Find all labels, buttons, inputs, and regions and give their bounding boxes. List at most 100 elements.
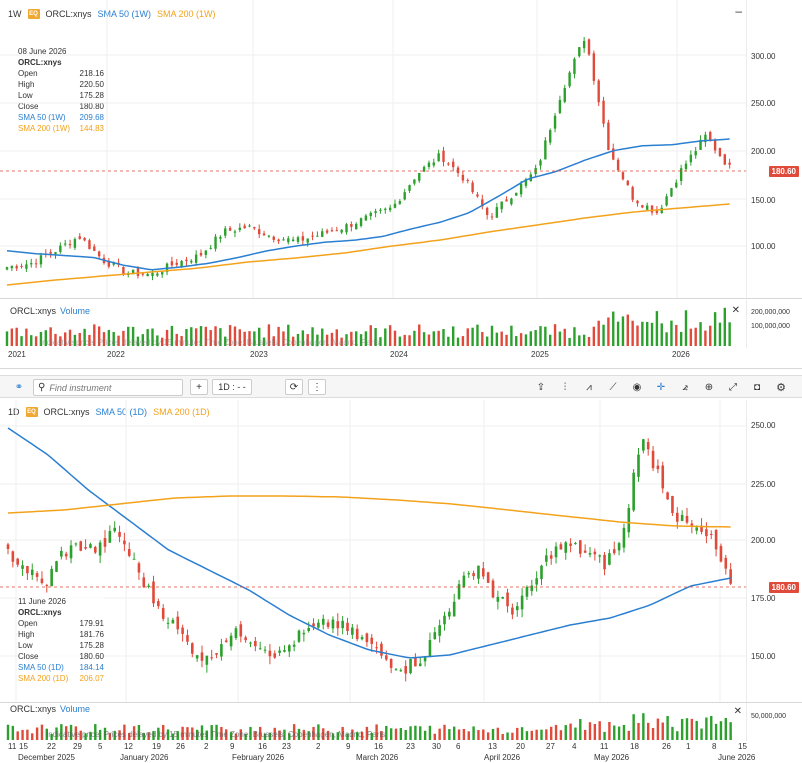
volume-bar	[200, 725, 204, 740]
candle-body	[30, 263, 33, 265]
zoom-icon[interactable]: ⊕	[704, 381, 714, 393]
volume-bar	[234, 733, 238, 740]
volume-bar	[651, 727, 655, 740]
interval-selector[interactable]: 1D : - -	[212, 379, 252, 395]
candle-body	[11, 551, 15, 562]
sma200-legend[interactable]: SMA 200 (1D)	[153, 407, 210, 417]
candle-body	[608, 553, 611, 565]
candle-body	[161, 272, 164, 275]
candle-body	[267, 235, 271, 237]
search-input[interactable]	[49, 382, 170, 393]
candle-body	[718, 148, 722, 157]
volume-bar	[356, 732, 359, 740]
candle-body	[175, 262, 178, 265]
volume-bar	[360, 731, 364, 740]
volume-bar	[728, 322, 731, 346]
candle-body	[404, 666, 407, 674]
candle-body	[380, 643, 383, 656]
volume-bar	[44, 330, 47, 346]
volume-bar	[394, 728, 398, 740]
volume-label[interactable]: Volume	[60, 306, 91, 316]
daily-volume-panel[interactable]: ORCL:xnys Volume ✕ Indicative price. Pri…	[0, 703, 802, 741]
tooltip-instrument: ORCL:xnys	[18, 608, 62, 617]
weekly-price-plot[interactable]	[0, 0, 746, 298]
volume-bar	[385, 725, 388, 740]
candle-body	[273, 653, 277, 658]
more-vertical-icon[interactable]: ⋮	[308, 379, 326, 395]
trend-icon[interactable]: ⦨	[682, 381, 688, 393]
candle-body	[122, 266, 125, 274]
gear-icon[interactable]: ⚙	[776, 381, 786, 394]
volume-label[interactable]: Volume	[60, 704, 91, 714]
camera-icon[interactable]: ◘	[753, 381, 761, 393]
volume-bar	[379, 337, 382, 346]
volume-bar	[490, 325, 494, 346]
volume-bar	[325, 334, 329, 346]
share-icon[interactable]: ⇪	[536, 381, 546, 393]
candle-body	[170, 261, 174, 266]
volume-bar	[389, 728, 393, 740]
fullscreen-icon[interactable]: ⤢	[729, 381, 737, 393]
candle-body	[385, 655, 388, 660]
volume-bar	[190, 327, 193, 346]
volume-bar	[288, 733, 291, 740]
volume-bar	[593, 723, 597, 740]
instrument-label[interactable]: ORCL:xnys	[43, 407, 90, 417]
sma50-legend[interactable]: SMA 50 (1D)	[95, 407, 148, 417]
candle-body	[355, 628, 359, 640]
candles-icon[interactable]: ⫶	[563, 381, 567, 393]
sma200-legend[interactable]: SMA 200 (1W)	[157, 9, 216, 19]
interval-label[interactable]: 1D	[8, 407, 20, 417]
volume-bar	[60, 724, 63, 740]
eye-icon[interactable]: ◉	[632, 381, 642, 393]
instrument-label[interactable]: ORCL:xnys	[45, 9, 92, 19]
candle-body	[331, 619, 335, 629]
volume-bar	[650, 322, 654, 346]
crosshair-icon[interactable]: ✛	[656, 381, 666, 393]
volume-header: ORCL:xnys Volume	[10, 306, 90, 316]
candle-body	[88, 240, 91, 250]
year-tick: 2021	[8, 350, 26, 359]
weekly-volume-panel[interactable]: ORCL:xnys Volume ✕ Indicative price. Pri…	[0, 300, 802, 348]
candle-body	[723, 154, 726, 165]
candle-body	[142, 577, 146, 587]
refresh-icon[interactable]: ⟳	[285, 379, 303, 395]
weekly-price-axis[interactable]: 300.00 250.00 200.00 150.00 100.00	[746, 0, 802, 298]
candle-body	[292, 644, 296, 647]
candle-body	[205, 655, 209, 665]
candle-body	[656, 465, 660, 470]
candle-body	[675, 182, 678, 188]
price-tick: 150.00	[751, 652, 776, 661]
indicator-icon[interactable]: ⩘	[586, 381, 592, 393]
volume-bar	[438, 728, 441, 740]
high-label: High	[18, 630, 35, 639]
candle-body	[482, 568, 485, 577]
minimize-icon[interactable]: –	[735, 4, 742, 18]
candle-body	[437, 153, 440, 162]
close-icon[interactable]: ✕	[733, 706, 742, 717]
candle-body	[282, 239, 285, 241]
daily-price-axis[interactable]: 250.00 225.00 200.00 175.00 150.00	[746, 400, 802, 702]
volume-bar	[457, 729, 461, 740]
weekly-chart-panel[interactable]: 1W EQ ORCL:xnys SMA 50 (1W) SMA 200 (1W)…	[0, 0, 802, 300]
candle-body	[607, 122, 610, 150]
candle-body	[520, 595, 524, 610]
candle-body	[621, 172, 625, 180]
candle-body	[583, 550, 587, 553]
add-instrument-button[interactable]: +	[190, 379, 208, 395]
volume-bar	[646, 321, 649, 346]
sma50-legend[interactable]: SMA 50 (1W)	[97, 9, 152, 19]
link-icon[interactable]: ⚭	[14, 381, 24, 393]
volume-bar	[612, 311, 615, 346]
volume-bar	[185, 329, 188, 346]
close-icon[interactable]: ✕	[731, 305, 740, 316]
volume-bar	[239, 729, 242, 740]
search-box[interactable]: ⚲	[33, 379, 183, 396]
day-tick: 30	[432, 742, 441, 751]
volume-bar	[519, 333, 523, 346]
interval-label[interactable]: 1W	[8, 9, 22, 19]
daily-price-plot[interactable]	[0, 400, 746, 702]
daily-chart-panel[interactable]: 1D EQ ORCL:xnys SMA 50 (1D) SMA 200 (1D)…	[0, 400, 802, 702]
draw-line-icon[interactable]: ⟋	[609, 381, 617, 393]
volume-bar	[422, 332, 426, 346]
